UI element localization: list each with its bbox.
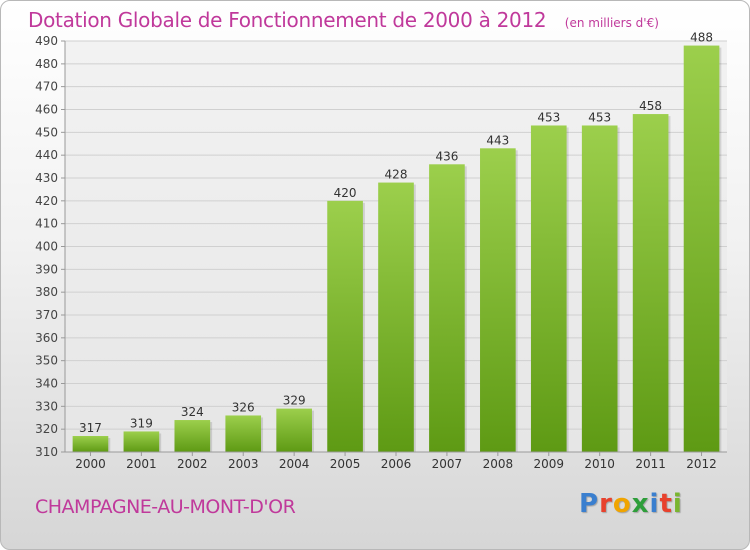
y-tick-label: 460 xyxy=(35,103,58,117)
bar xyxy=(378,182,414,453)
y-tick-label: 440 xyxy=(35,148,58,162)
x-tick-label: 2011 xyxy=(635,457,666,471)
y-tick-label: 430 xyxy=(35,171,58,185)
x-tick-label: 2005 xyxy=(330,457,361,471)
bar-value-label: 488 xyxy=(690,31,713,45)
bars xyxy=(72,45,722,453)
y-tick-label: 340 xyxy=(35,377,58,391)
x-tick-label: 2008 xyxy=(483,457,514,471)
logo-letter: r xyxy=(599,489,613,519)
bar-value-label: 428 xyxy=(385,168,408,182)
bar xyxy=(530,125,567,452)
value-labels: 317 319 324 326 329 420 428 436 443 453 453 458 488 xyxy=(79,31,713,435)
y-tick-label: 490 xyxy=(35,34,58,48)
y-axis: 310 320 330 340 350 360 370 380 390 400 410 420 430 4… xyxy=(35,34,66,459)
y-tick-label: 360 xyxy=(35,331,58,345)
bar-value-label: 453 xyxy=(537,110,560,124)
logo-letter: t xyxy=(659,489,673,519)
y-tick-label: 330 xyxy=(35,399,58,413)
title-row: Dotation Globale de Fonctionnement de 20… xyxy=(28,8,659,32)
bar xyxy=(581,125,618,452)
y-tick-label: 350 xyxy=(35,354,58,368)
logo-letter: x xyxy=(631,489,650,519)
y-tick-label: 480 xyxy=(35,57,58,71)
y-tick-label: 380 xyxy=(35,285,58,299)
x-tick-label: 2007 xyxy=(432,457,463,471)
y-tick-label: 390 xyxy=(35,262,58,276)
bar xyxy=(327,200,363,452)
bar xyxy=(683,45,720,453)
bar-value-label: 458 xyxy=(639,99,662,113)
y-tick-label: 320 xyxy=(35,422,58,436)
y-tick-label: 310 xyxy=(35,445,58,459)
bar xyxy=(174,420,211,452)
logo-letter: P xyxy=(579,489,600,519)
bar xyxy=(225,415,262,452)
proxiti-logo: Proxiti xyxy=(579,489,683,519)
bar xyxy=(632,114,669,453)
bar-value-label: 317 xyxy=(79,421,102,435)
logo-letter: i xyxy=(672,489,683,519)
y-tick-label: 400 xyxy=(35,240,58,254)
bar-value-label: 319 xyxy=(130,416,153,430)
bar-value-label: 443 xyxy=(486,133,509,147)
bar xyxy=(123,431,160,452)
x-axis: 2000 2001 2002 2003 2004 2005 2006 2007 2008 2009… xyxy=(65,451,727,471)
chart-title: Dotation Globale de Fonctionnement de 20… xyxy=(28,8,547,32)
bar-value-label: 420 xyxy=(334,186,357,200)
x-tick-label: 2010 xyxy=(584,457,615,471)
y-tick-label: 410 xyxy=(35,217,58,231)
bar xyxy=(480,148,516,453)
chart-unit: (en milliers d'€) xyxy=(564,16,659,30)
x-tick-label: 2002 xyxy=(177,457,208,471)
bar-value-label: 436 xyxy=(435,149,458,163)
x-tick-label: 2006 xyxy=(381,457,412,471)
y-tick-label: 470 xyxy=(35,80,58,94)
bar-value-label: 453 xyxy=(588,110,611,124)
x-tick-label: 2003 xyxy=(228,457,259,471)
bar-value-label: 326 xyxy=(232,400,255,414)
y-tick-label: 450 xyxy=(35,125,58,139)
bar-value-label: 329 xyxy=(283,394,306,408)
logo-letter: i xyxy=(649,489,660,519)
x-tick-label: 2012 xyxy=(686,457,717,471)
y-tick-label: 420 xyxy=(35,194,58,208)
bar xyxy=(276,408,312,452)
x-tick-label: 2000 xyxy=(75,457,106,471)
x-tick-label: 2001 xyxy=(126,457,157,471)
bar xyxy=(72,436,109,452)
bar xyxy=(429,164,465,453)
y-tick-label: 370 xyxy=(35,308,58,322)
x-tick-label: 2004 xyxy=(279,457,310,471)
bar-value-label: 324 xyxy=(181,405,204,419)
commune-name: CHAMPAGNE-AU-MONT-D'OR xyxy=(35,496,296,518)
logo-letter: o xyxy=(612,489,632,519)
x-tick-label: 2009 xyxy=(533,457,564,471)
